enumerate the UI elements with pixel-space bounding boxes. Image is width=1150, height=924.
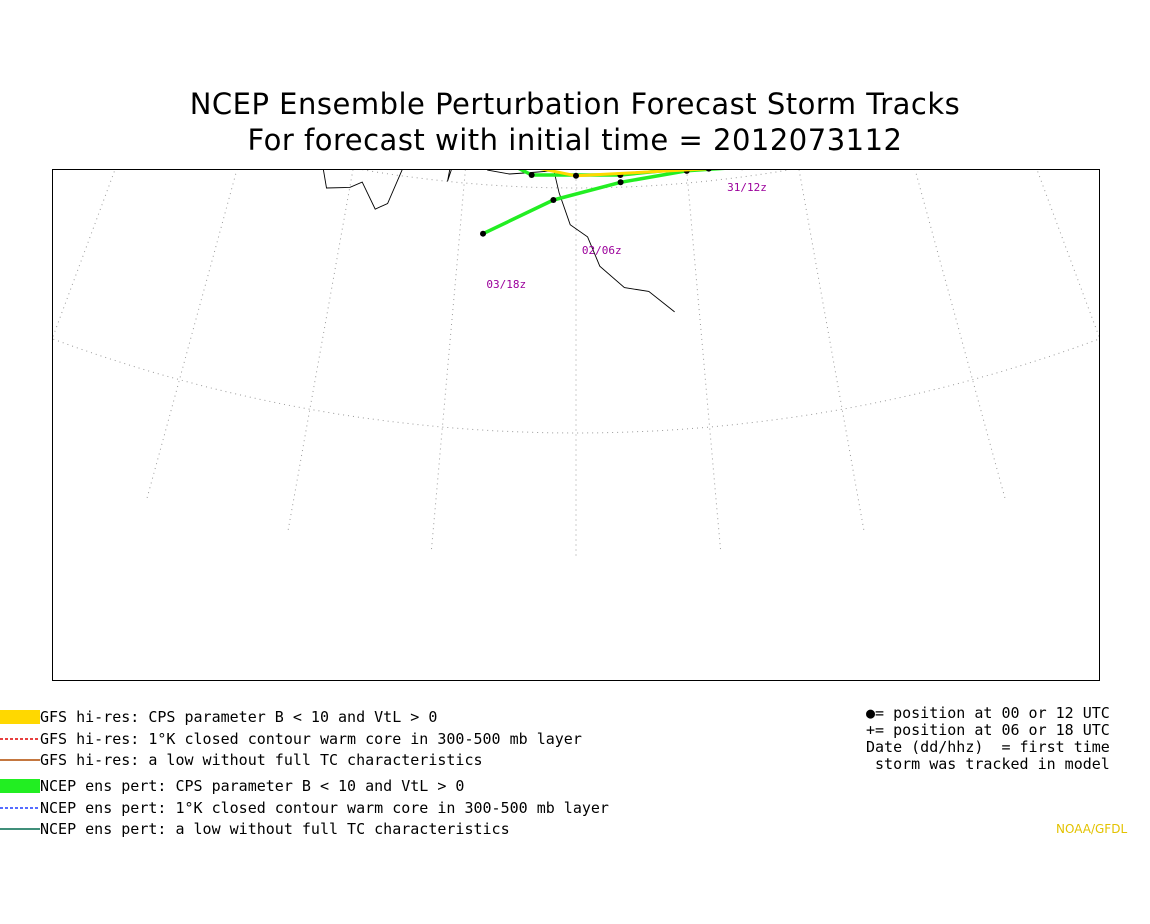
- longitude-line: [53, 170, 116, 338]
- date-label: 03/18z: [486, 278, 526, 291]
- longitude-line: [287, 170, 354, 530]
- legend-swatch: [0, 738, 40, 740]
- storm-tracks: [480, 170, 743, 237]
- legend-label: NCEP ens pert: a low without full TC cha…: [40, 820, 510, 838]
- storm-track: [481, 170, 725, 236]
- longitude-line: [538, 170, 1100, 397]
- track-position-dot: [706, 170, 712, 172]
- date-label: 31/12z: [727, 181, 767, 194]
- longitude-line: [914, 170, 1006, 499]
- storm-track-map: 09/12z09/12z07/00z06/18z06/06z06/00z02/0…: [52, 169, 1100, 681]
- longitude-line: [146, 170, 238, 499]
- coastlines: [322, 170, 675, 313]
- track-position-dot: [550, 197, 557, 204]
- track-position-dot: [573, 172, 579, 179]
- page-subtitle: For forecast with initial time = 2012073…: [247, 123, 903, 157]
- legend-label: GFS hi-res: 1°K closed contour warm core…: [40, 730, 582, 748]
- latitude-line: [53, 338, 1099, 434]
- legend-label: GFS hi-res: a low without full TC charac…: [40, 751, 483, 769]
- track-position-dot: [480, 230, 487, 237]
- legend-swatch: [0, 807, 40, 809]
- legend-swatch: [0, 779, 40, 793]
- symbol-legend-line: storm was tracked in model: [866, 755, 1110, 773]
- legend-swatch: [0, 759, 40, 761]
- lat-lon-grid: [53, 170, 1099, 556]
- date-label: 02/06z: [582, 244, 622, 257]
- coastline: [322, 170, 675, 313]
- longitude-line: [53, 170, 615, 397]
- symbol-legend-line: += position at 06 or 18 UTC: [866, 721, 1110, 739]
- symbol-legend-line: ●= position at 00 or 12 UTC: [866, 704, 1110, 722]
- storm-track: [539, 170, 710, 178]
- track-position-dot: [617, 179, 624, 186]
- credit-label: NOAA/GFDL: [1056, 822, 1128, 836]
- legend-swatch: [0, 710, 40, 724]
- date-labels: 09/12z09/12z07/00z06/18z06/06z06/00z02/0…: [486, 181, 767, 291]
- symbol-legend-line: Date (dd/hhz) = first time: [866, 738, 1110, 756]
- longitude-line: [1036, 170, 1099, 338]
- longitude-line: [431, 170, 466, 550]
- legend-label: NCEP ens pert: 1°K closed contour warm c…: [40, 799, 609, 817]
- longitude-line: [798, 170, 865, 530]
- legend-swatch: [0, 828, 40, 830]
- page-title: NCEP Ensemble Perturbation Forecast Stor…: [189, 87, 961, 121]
- legend-label: GFS hi-res: CPS parameter B < 10 and VtL…: [40, 708, 438, 726]
- longitude-line: [686, 170, 721, 550]
- legend-label: NCEP ens pert: CPS parameter B < 10 and …: [40, 777, 465, 795]
- track-position-dot: [528, 171, 535, 178]
